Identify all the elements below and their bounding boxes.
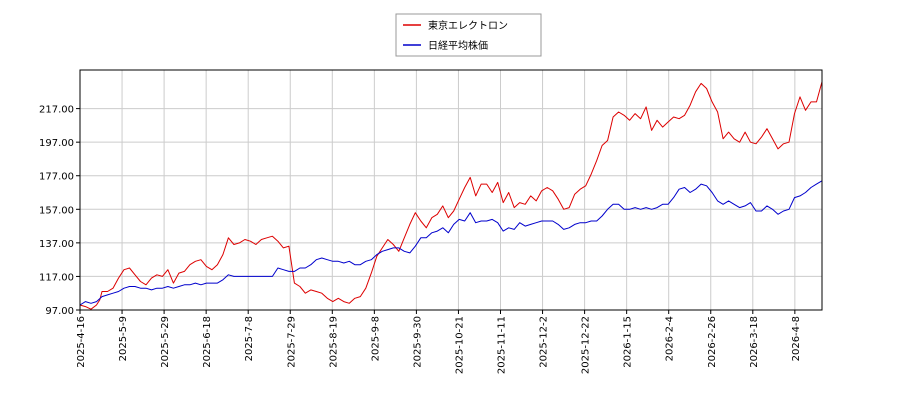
- x-tick-label: 2025-12-22: [581, 316, 592, 374]
- x-tick-label: 2025-4-16: [76, 316, 87, 368]
- x-tick-label: 2025-12-2: [539, 316, 550, 368]
- x-tick-label: 2025-10-21: [454, 316, 465, 374]
- series-line-tokyo-electron: [79, 81, 823, 310]
- y-tick-label: 157.00: [39, 205, 74, 216]
- x-tick-label: 2025-5-9: [118, 316, 129, 361]
- legend-box: [395, 13, 542, 57]
- legend-label-tokyo-electron: 東京エレクトロン: [428, 19, 508, 32]
- x-tick-label: 2025-9-8: [370, 316, 381, 361]
- y-tick-label: 137.00: [39, 239, 74, 250]
- y-tick-label: 177.00: [39, 172, 74, 183]
- y-tick-label: 197.00: [39, 138, 74, 149]
- y-tick-label: 117.00: [39, 272, 74, 283]
- x-tick-label: 2026-2-4: [665, 316, 676, 361]
- grid: [79, 70, 822, 311]
- x-tick-label: 2026-4-8: [791, 316, 802, 361]
- x-tick-label: 2025-6-18: [202, 316, 213, 368]
- series-lines: [79, 81, 823, 310]
- x-tick-label: 2026-2-26: [707, 316, 718, 368]
- x-tick-label: 2025-9-30: [412, 316, 423, 368]
- x-tick-label: 2026-1-15: [623, 316, 634, 368]
- x-tick-label: 2026-3-18: [749, 316, 760, 368]
- legend-label-nikkei: 日経平均株価: [428, 39, 488, 52]
- series-line-nikkei: [79, 180, 823, 306]
- x-tick-label: 2025-8-19: [328, 316, 339, 368]
- x-axis: 2025-4-16 2025-5-9 2025-5-29 2025-6-18 2025-…: [76, 310, 802, 374]
- y-axis: 97.00 117.00 137.00 157.00 177.00 197.00 217.0…: [39, 105, 80, 317]
- x-tick-label: 2025-5-29: [160, 316, 171, 368]
- y-tick-label: 97.00: [45, 306, 74, 317]
- plot-frame: [79, 69, 823, 311]
- x-tick-label: 2025-11-11: [497, 316, 508, 374]
- x-tick-label: 2025-7-29: [286, 316, 297, 368]
- y-tick-label: 217.00: [39, 105, 74, 116]
- legend: 東京エレクトロン 日経平均株価: [395, 13, 542, 57]
- x-tick-label: 2025-7-8: [244, 316, 255, 361]
- plot-background: [80, 70, 822, 310]
